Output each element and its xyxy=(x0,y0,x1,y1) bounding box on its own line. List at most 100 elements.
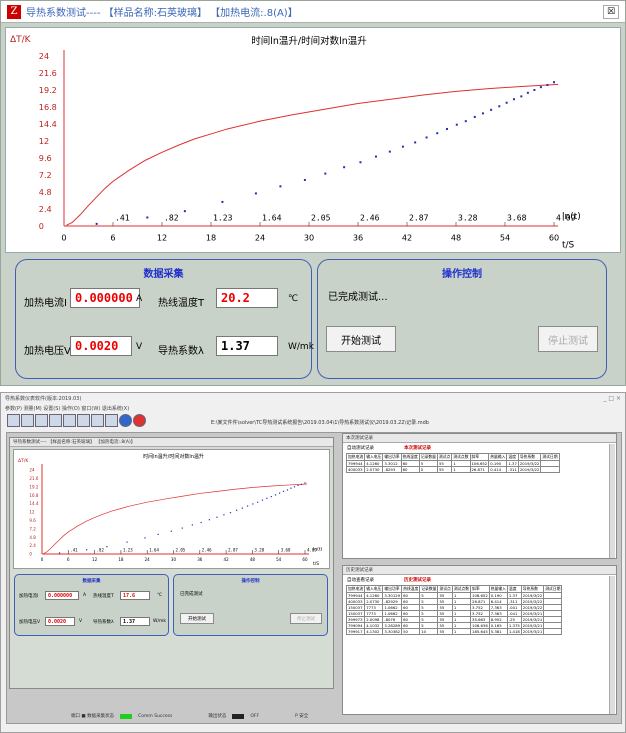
series-point xyxy=(261,499,264,501)
x-tick-label: 30 xyxy=(304,232,314,242)
temp-label: 热线温度T xyxy=(158,298,205,309)
k-label: 导热系数λ xyxy=(158,346,204,357)
y-tick-label: 4.8 xyxy=(39,187,52,197)
y-tick-label: 19.2 xyxy=(29,484,38,489)
y-tick-label: 19.2 xyxy=(39,85,57,95)
help-icon[interactable] xyxy=(119,414,132,427)
series-point xyxy=(95,222,98,225)
y-tick-label: 9.6 xyxy=(29,518,36,523)
y-tick-label: 2.4 xyxy=(29,543,36,548)
series-point xyxy=(241,507,243,509)
rec2-scrollbar[interactable] xyxy=(609,576,615,714)
close-icon[interactable]: ☒ xyxy=(603,4,619,19)
x-tick-label: 48 xyxy=(250,557,256,562)
status-comm: Comm Success xyxy=(138,713,173,719)
series-point xyxy=(414,141,417,144)
y-tick-label: 9.6 xyxy=(39,153,52,163)
exit-icon[interactable] xyxy=(133,414,146,427)
x-tick-label: 36 xyxy=(353,232,363,242)
mini-k-label: 导热系数λ xyxy=(93,620,114,625)
x-tick-label: 6 xyxy=(67,557,70,562)
table-row: 399973 2.0098.8076 60 5 55 1 35.663 8.952.25 201… xyxy=(345,616,563,623)
output-led-icon xyxy=(232,713,245,719)
y-tick-label: 21.6 xyxy=(39,68,57,78)
ln-tick-label: 1.64 xyxy=(262,213,282,223)
graph-tool-icon[interactable] xyxy=(49,414,62,427)
series-point xyxy=(401,145,404,148)
series-point xyxy=(146,216,149,219)
series-point xyxy=(157,533,159,535)
rec1-head: 本次测试记录 xyxy=(404,446,431,451)
series-line xyxy=(43,483,308,554)
rec1-check[interactable]: 自动测试记录 xyxy=(347,446,374,451)
ln-tick-label: 2.46 xyxy=(360,213,380,223)
y-tick-label: 12 xyxy=(39,136,49,146)
series-point xyxy=(236,509,238,511)
y-axis-label: ΔT/K xyxy=(18,458,29,464)
series-point xyxy=(436,132,439,135)
ln-tick-label: .41 xyxy=(115,213,130,223)
series-point xyxy=(546,84,549,87)
chart-tool-icon[interactable] xyxy=(7,414,20,427)
ln-tick-label: 2.87 xyxy=(409,213,429,223)
report-tool-icon[interactable] xyxy=(105,414,118,427)
table-row: 799094 4.1032 3.28289 60 5 55 1 106.636 0.165 1.3… xyxy=(345,622,563,629)
ln-tick-label: 2.05 xyxy=(176,547,186,552)
record-tool-icon[interactable] xyxy=(91,414,104,427)
x-tick-label: 24 xyxy=(255,232,265,242)
x-tick-label: 36 xyxy=(197,557,203,562)
x-tick-label: 54 xyxy=(276,557,282,562)
settings-tool-icon[interactable] xyxy=(35,414,48,427)
series-point xyxy=(200,521,202,524)
series-point xyxy=(533,89,536,91)
y-tick-label: 7.2 xyxy=(39,170,52,180)
table-row: 799944 4.1260 3.3012 60 5 55 1 106.652 0.190 1.37… xyxy=(345,460,560,467)
stop-test-button[interactable]: 停止测试 xyxy=(538,326,598,352)
series-point xyxy=(86,549,88,551)
rec1-scrollbar[interactable] xyxy=(609,444,615,558)
monitor-tool-icon[interactable] xyxy=(21,414,34,427)
x-tick-label: 54 xyxy=(500,232,510,242)
mini-voltage-label: 加热电压V xyxy=(19,620,41,625)
x-tick-label: 18 xyxy=(206,232,216,242)
window-controls[interactable]: _ □ × xyxy=(603,395,621,402)
ctrl-header: 操作控制 xyxy=(442,269,482,280)
table-row: 加热电流 输入电压 输出功率 热线温度 记录数量 测试点 测试点数 斜率 热量输入 温度 导热系数测… xyxy=(345,585,563,593)
series-point xyxy=(252,503,254,505)
rec2-check-row: 自动查看记录 历史测试记录 xyxy=(343,575,616,585)
ln-tick-label: .82 xyxy=(164,213,179,223)
menu-bar[interactable]: 参数(P) 测量(M) 设置(S) 操作(O) 窗口(W) 退出系统(X) xyxy=(5,406,130,412)
rec1-check-row: 自动测试记录 本次测试记录 xyxy=(343,443,616,453)
series-point xyxy=(58,552,61,554)
mini-status: 已完成测试 xyxy=(180,592,203,597)
x-tick-label: 60 xyxy=(549,232,559,242)
y-tick-label: 14.4 xyxy=(39,119,57,129)
series-point xyxy=(246,505,249,507)
mini-stop-button[interactable]: 停止测试 xyxy=(290,613,322,624)
ln-tick-label: 3.68 xyxy=(507,213,527,223)
series-point xyxy=(278,492,281,494)
series-point xyxy=(388,150,391,153)
rec1-title: 本次测试记录 xyxy=(343,434,616,443)
table-tool-icon[interactable] xyxy=(63,414,76,427)
mini-start-button[interactable]: 开始测试 xyxy=(180,613,214,624)
y-tick-label: 24 xyxy=(29,468,35,473)
rec2-check[interactable]: 自动查看记录 xyxy=(347,578,374,583)
table-row: 150037 7773 1.0662 60 5 55 1 3.752 7.363.041 2019… xyxy=(345,604,563,611)
x-tick-label: 12 xyxy=(92,557,98,562)
start-test-button[interactable]: 开始测试 xyxy=(326,326,396,352)
test-status: 已完成测试... xyxy=(328,292,388,303)
status-left: 端口 ■ 数据采集状态 xyxy=(71,714,115,719)
series-point xyxy=(279,185,282,188)
ln-tick-label: 2.05 xyxy=(311,213,331,223)
series-point xyxy=(191,524,193,526)
y-tick-label: 16.8 xyxy=(29,493,38,498)
ln-tick-label: 3.68 xyxy=(281,547,291,552)
status-off: OFF xyxy=(250,713,260,719)
x-tick-label: 30 xyxy=(171,557,177,562)
series-point xyxy=(324,172,327,175)
ln-tick-label: 2.46 xyxy=(202,547,212,552)
y-tick-label: 7.2 xyxy=(29,526,36,531)
mini-current-label: 加热电流I xyxy=(19,594,39,599)
grid-tool-icon[interactable] xyxy=(77,414,90,427)
